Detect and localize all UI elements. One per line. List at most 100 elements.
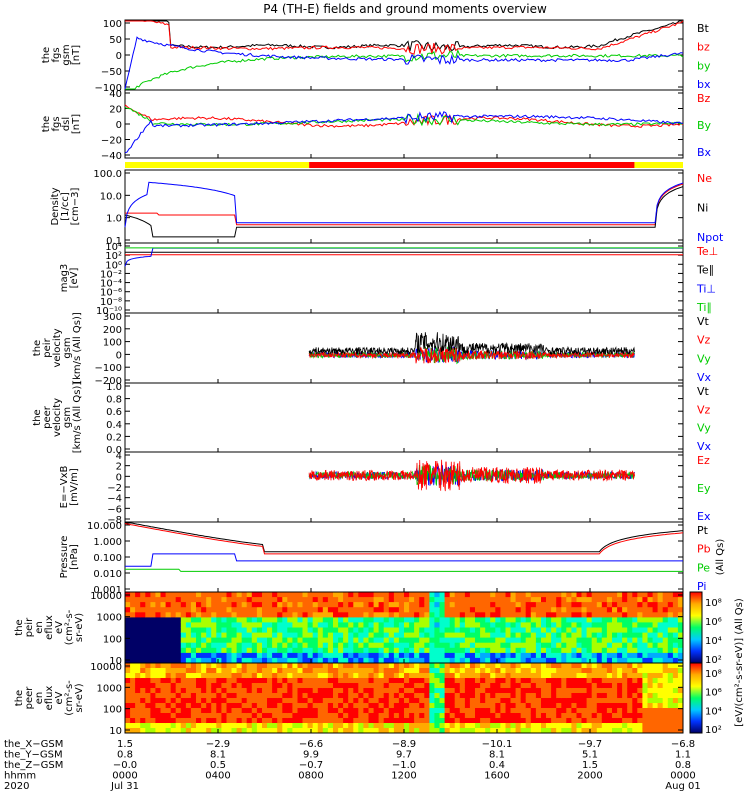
- heatmap-cell: [130, 668, 136, 674]
- heatmap-cell: [353, 627, 359, 633]
- heatmap-cell: [520, 723, 527, 729]
- heatmap-cell: [317, 673, 324, 679]
- heatmap-cell: [586, 708, 593, 714]
- axis-row-value: 1.5: [117, 739, 133, 750]
- heatmap-cell: [617, 718, 623, 724]
- y-tick-label: 10⁰: [105, 260, 122, 271]
- heatmap-cell: [363, 592, 369, 598]
- heatmap-cell: [388, 728, 395, 734]
- heatmap-cell: [667, 708, 674, 714]
- heatmap-cell: [383, 657, 390, 664]
- heatmap-cell: [515, 728, 522, 734]
- heatmap-cell: [591, 607, 598, 613]
- heatmap-cell: [277, 713, 283, 719]
- heatmap-cell: [657, 678, 664, 684]
- heatmap-cell: [231, 708, 237, 714]
- heatmap-cell: [241, 617, 248, 623]
- heatmap-cell: [256, 657, 263, 664]
- heatmap-cell: [241, 607, 248, 613]
- heatmap-cell: [475, 637, 481, 644]
- heatmap-cell: [535, 728, 542, 734]
- heatmap-cell: [196, 657, 202, 664]
- heatmap-cell: [632, 652, 638, 659]
- heatmap-cell: [322, 602, 329, 608]
- heatmap-cell: [439, 673, 445, 679]
- heatmap-cell: [327, 698, 334, 704]
- y-axis-label-line: the: [41, 47, 52, 63]
- heatmap-cell: [505, 632, 511, 639]
- heatmap-cell: [672, 642, 679, 649]
- heatmap-cell: [414, 668, 420, 674]
- heatmap-cell: [363, 718, 369, 724]
- heatmap-cell: [657, 592, 664, 598]
- heatmap-cell: [125, 678, 131, 684]
- heatmap-cell: [596, 693, 603, 699]
- heatmap-cell: [535, 647, 542, 654]
- heatmap-cell: [652, 612, 659, 618]
- heatmap-cell: [409, 622, 415, 628]
- heatmap-cell: [439, 703, 445, 709]
- heatmap-cell: [327, 617, 334, 623]
- heatmap-cell: [155, 683, 161, 689]
- heatmap-cell: [231, 703, 237, 709]
- heatmap-cell: [130, 723, 136, 729]
- heatmap-cell: [251, 652, 258, 659]
- heatmap-cell: [135, 688, 141, 694]
- heatmap-cell: [424, 612, 430, 618]
- heatmap-cell: [175, 698, 182, 704]
- heatmap-cell: [596, 657, 603, 664]
- heatmap-cell: [622, 607, 628, 613]
- heatmap-cell: [196, 607, 202, 613]
- heatmap-cell: [343, 592, 349, 598]
- heatmap-cell: [515, 602, 522, 608]
- heatmap-cell: [196, 637, 202, 644]
- heatmap-cell: [150, 678, 156, 684]
- heatmap-cell: [606, 678, 613, 684]
- heatmap-cell: [439, 678, 445, 684]
- panel-peer_velocity: 1.00.80.60.40.20.0thepeervelocitygsm[km/…: [32, 382, 712, 456]
- heatmap-cell: [535, 683, 542, 689]
- heatmap-cell: [246, 647, 253, 654]
- heatmap-cell: [662, 607, 669, 613]
- heatmap-cell: [434, 637, 440, 644]
- series-line: [308, 332, 635, 356]
- heatmap-cell: [647, 673, 653, 679]
- heatmap-cell: [196, 647, 202, 654]
- heatmap-cell: [231, 652, 237, 659]
- heatmap-cell: [617, 632, 623, 639]
- heatmap-cell: [419, 627, 425, 633]
- heatmap-cell: [444, 718, 451, 724]
- heatmap-cell: [657, 708, 664, 714]
- heatmap-cell: [231, 673, 237, 679]
- heatmap-cell: [383, 673, 390, 679]
- heatmap-cell: [500, 647, 506, 654]
- series-line: [308, 459, 635, 492]
- heatmap-cell: [145, 607, 151, 613]
- heatmap-cell: [246, 612, 253, 618]
- heatmap-cell: [434, 617, 440, 623]
- heatmap-cell: [246, 668, 253, 674]
- heatmap-cell: [165, 592, 172, 598]
- heatmap-cell: [246, 642, 253, 649]
- heatmap-cell: [596, 663, 603, 669]
- heatmap-cell: [185, 698, 192, 704]
- heatmap-cell: [287, 622, 293, 628]
- heatmap-cell: [393, 622, 400, 628]
- heatmap-cell: [383, 647, 390, 654]
- heatmap-cell: [576, 607, 582, 613]
- heatmap-cell: [312, 703, 319, 709]
- heatmap-cell: [368, 673, 374, 679]
- heatmap-cell: [150, 622, 156, 628]
- heatmap-cell: [185, 708, 192, 714]
- heatmap-cell: [373, 592, 380, 598]
- heatmap-cell: [150, 612, 156, 618]
- heatmap-cell: [596, 673, 603, 679]
- heatmap-cell: [226, 663, 232, 669]
- heatmap-cell: [358, 693, 364, 699]
- heatmap-cell: [170, 688, 177, 694]
- heatmap-cell: [464, 602, 471, 608]
- heatmap-cell: [429, 663, 435, 669]
- heatmap-cell: [216, 657, 222, 664]
- heatmap-cell: [510, 693, 516, 699]
- heatmap-cell: [404, 678, 410, 684]
